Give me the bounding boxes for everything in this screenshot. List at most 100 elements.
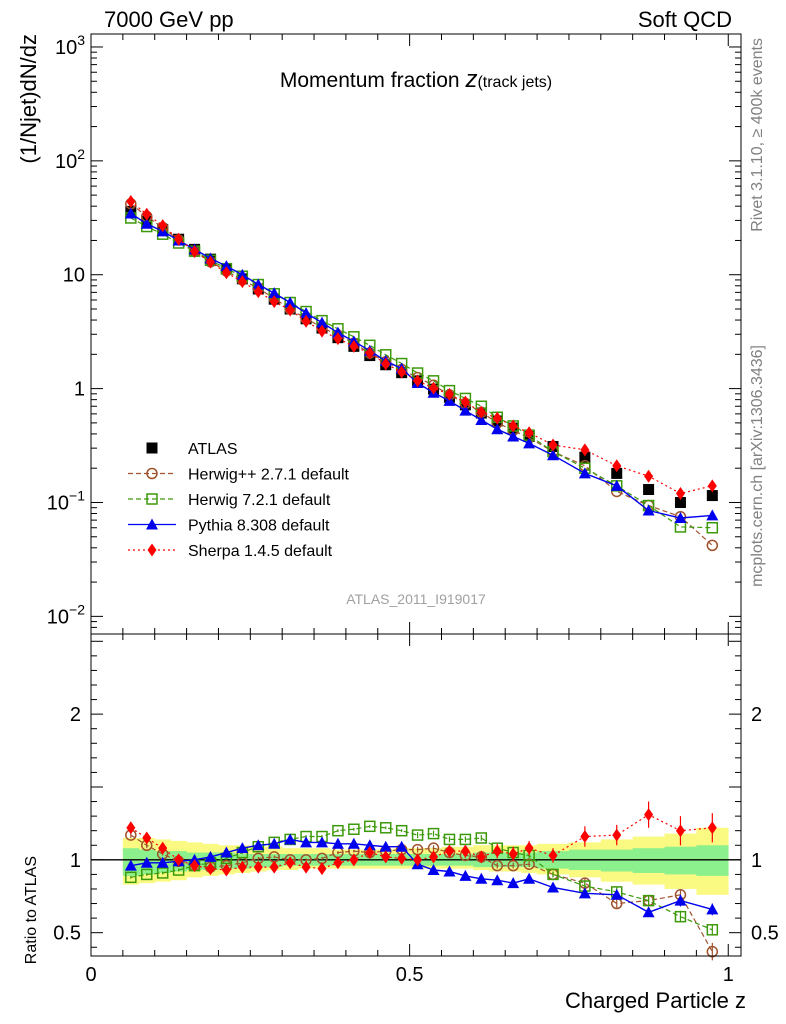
- ratio-plot-frame: [90, 633, 742, 957]
- side-label-rivet: Rivet 3.1.10, ≥ 400k events: [749, 38, 766, 232]
- ratio-point-sherpa: [365, 846, 375, 860]
- ratio-point-pythia: [236, 842, 249, 854]
- ratio-point-pythia: [443, 865, 456, 877]
- legend-marker-herwig7: [146, 493, 158, 505]
- ratio-point-herwig7: [411, 829, 424, 841]
- main-ytick-exp: 3: [77, 32, 85, 48]
- main-ytick-label: 103: [55, 32, 85, 59]
- ratio-point-herwig7: [348, 823, 360, 835]
- point-sherpa: [365, 346, 375, 360]
- point-sherpa: [317, 324, 327, 338]
- ratio-point-herwig7: [642, 894, 655, 907]
- header-right: Soft QCD: [638, 7, 732, 32]
- point-atlas: [674, 496, 686, 508]
- point-sherpa: [237, 275, 247, 289]
- ratio-point-pythia: [379, 840, 392, 852]
- ratio-point-sherpa: [644, 808, 654, 822]
- point-sherpa: [126, 194, 136, 208]
- point-sherpa: [349, 339, 359, 353]
- ratio-point-sherpa: [317, 862, 327, 876]
- ratio-point-pythia: [268, 837, 281, 849]
- point-pythia: [578, 467, 591, 479]
- main-ytick-label: 10: [63, 265, 85, 287]
- ratio-point-pythia: [523, 872, 536, 884]
- ratio-point-sherpa: [221, 863, 231, 877]
- point-sherpa: [269, 295, 279, 309]
- series-line-sherpa: [130, 201, 713, 495]
- ratio-point-pythia: [156, 856, 169, 868]
- ratio-point-pythia: [706, 903, 719, 915]
- point-sherpa: [158, 219, 168, 233]
- main-ytick-label: 10−2: [47, 601, 85, 628]
- ratio-point-sherpa: [413, 853, 423, 867]
- main-title-math: z: [464, 66, 477, 93]
- ratio-point-pythia: [204, 850, 217, 862]
- main-title-text: Momentum fraction: [280, 69, 460, 92]
- ratio-point-sherpa: [397, 851, 407, 865]
- point-pythia: [642, 504, 655, 516]
- legend-marker-sherpa: [147, 543, 157, 557]
- main-title: Momentum fraction z(track jets): [280, 66, 552, 93]
- ratio-point-pythia: [507, 877, 520, 889]
- point-sherpa: [413, 374, 423, 388]
- ratio-point-herwig7: [547, 868, 559, 881]
- ratio-point-sherpa: [237, 860, 247, 874]
- main-ytick-label: 1: [74, 379, 85, 401]
- point-pythia: [459, 404, 472, 416]
- point-sherpa: [381, 357, 391, 371]
- ratio-point-herwig7: [706, 924, 719, 936]
- point-pythia: [140, 217, 153, 229]
- ratio-point-herwig7: [427, 827, 440, 840]
- ratio-point-herwig7: [332, 824, 344, 837]
- ratio-point-sherpa: [460, 844, 470, 858]
- point-pythia: [300, 307, 313, 319]
- legend: ATLAS Herwig++ 2.7.1 default Herwig 7.2.1 …: [128, 441, 350, 560]
- ratio-band-inner: [696, 845, 729, 876]
- ratio-point-pythia: [363, 839, 376, 851]
- ratio-point-pythia: [140, 856, 153, 868]
- ratio-point-herwig7: [379, 822, 392, 834]
- ratio-ylabel: Ratio to ATLAS: [23, 856, 40, 964]
- point-sherpa: [429, 381, 439, 395]
- ratio-point-pythia: [347, 837, 360, 849]
- ratio-point-pythia: [674, 894, 687, 906]
- ratio-point-sherpa: [253, 860, 263, 874]
- ratio-ytick-label-right: 0.5: [751, 923, 779, 945]
- point-sherpa: [190, 244, 200, 258]
- point-sherpa: [205, 255, 215, 269]
- main-title-sub: (track jets): [477, 74, 552, 91]
- ratio-point-sherpa: [492, 844, 502, 858]
- ratio-point-pythia: [316, 836, 329, 848]
- point-sherpa: [460, 395, 470, 409]
- main-ylabel: (1/Njet)dN/dz: [16, 34, 41, 164]
- point-sherpa: [444, 387, 454, 401]
- ratio-point-pythia: [284, 833, 297, 845]
- ratio-point-sherpa: [142, 831, 152, 845]
- ratio-point-pythia: [427, 864, 440, 876]
- ratio-xtick-label: 0.5: [396, 964, 424, 986]
- ratio-point-sherpa: [174, 853, 184, 867]
- point-sherpa: [612, 459, 622, 473]
- ratio-point-sherpa: [612, 828, 622, 842]
- point-pythia: [674, 512, 687, 524]
- ratio-point-sherpa: [707, 821, 717, 835]
- point-sherpa: [707, 479, 717, 493]
- point-pythia: [124, 207, 137, 219]
- ratio-point-herwig7: [395, 824, 408, 837]
- series-line-herwig7: [130, 217, 713, 529]
- ratio-point-pythia: [642, 906, 655, 918]
- point-pythia: [316, 316, 329, 328]
- main-ytick-exp: −1: [69, 487, 85, 503]
- main-ytick-base: 10: [47, 492, 69, 514]
- point-sherpa: [174, 232, 184, 246]
- ratio-band-inner: [664, 846, 697, 875]
- ratio-point-sherpa: [524, 841, 534, 855]
- main-ytick-label: 102: [55, 146, 85, 173]
- point-pythia: [252, 278, 265, 290]
- main-ytick-exp: −2: [69, 601, 85, 617]
- ratio-point-sherpa: [333, 856, 343, 870]
- ratio-point-pythia: [252, 839, 265, 851]
- main-ytick-exp: 2: [77, 146, 85, 162]
- point-pythia: [236, 268, 249, 280]
